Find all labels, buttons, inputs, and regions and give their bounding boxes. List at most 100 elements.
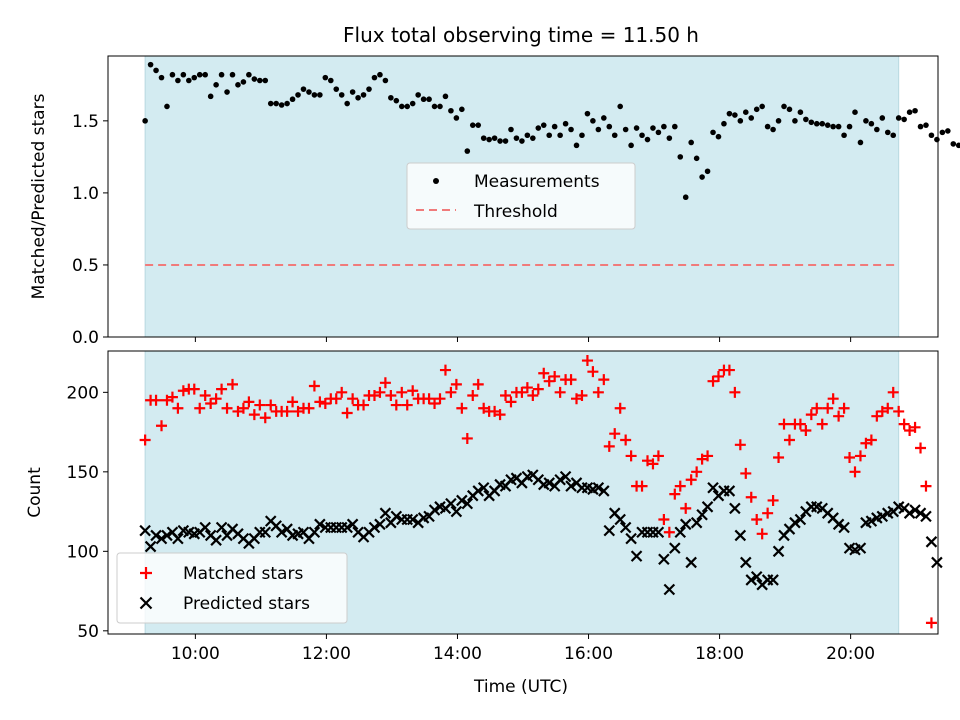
matched-star-point [794, 418, 806, 430]
measurement-point [229, 71, 236, 78]
matched-star-point [319, 397, 331, 409]
measurement-point [611, 132, 618, 139]
measurement-point [262, 77, 269, 84]
measurement-point [764, 123, 771, 130]
measurement-point [415, 92, 421, 98]
predicted-star-point [215, 521, 228, 534]
predicted-star-point [172, 532, 184, 545]
matched-star-point [390, 399, 402, 411]
measurement-point [273, 100, 279, 107]
measurement-point [251, 76, 258, 82]
predicted-star-point [658, 553, 670, 566]
measurement-point [748, 115, 755, 121]
matched-star-point [538, 367, 550, 379]
matched-star-point [740, 467, 752, 479]
predicted-star-point [155, 532, 168, 545]
measurement-point [775, 118, 782, 124]
matched-star-point [893, 405, 905, 417]
matched-star-point [330, 393, 342, 405]
measurement-point [202, 71, 208, 78]
measurement-point [721, 120, 727, 127]
measurement-point [672, 123, 678, 130]
x-tick-label: 16:00 [564, 644, 613, 664]
measurement-point [945, 128, 951, 134]
matched-star-point [527, 390, 539, 402]
measurement-point [191, 74, 198, 81]
matched-star-point [308, 380, 320, 392]
measurement-point [803, 116, 809, 123]
predicted-star-point [750, 570, 763, 583]
predicted-star-point [740, 556, 752, 569]
predicted-star-point [707, 481, 719, 494]
measurement-point [704, 168, 711, 175]
measurement-point [874, 126, 880, 133]
predicted-star-point [876, 510, 889, 523]
matched-star-point [833, 410, 845, 422]
matched-star-point [379, 377, 391, 389]
measurement-point [726, 110, 733, 117]
predicted-star-point [630, 550, 643, 562]
legend-measurement-marker [433, 178, 439, 184]
measurement-point [475, 122, 482, 128]
measurement-point [398, 103, 405, 110]
matched-star-point [434, 393, 446, 405]
matched-star-point [882, 402, 894, 414]
predicted-star-point [652, 526, 665, 539]
measurement-point [841, 132, 847, 139]
measurement-point [677, 154, 684, 160]
measurement-point [819, 120, 826, 127]
predicted-star-point [701, 501, 714, 513]
measurement-point [426, 96, 432, 103]
matched-star-point [303, 402, 315, 414]
predicted-star-point [314, 518, 326, 531]
matched-star-point [472, 378, 484, 390]
y-tick-label: 0.0 [72, 328, 99, 348]
matched-star-point [865, 434, 877, 446]
predicted-star-point [723, 485, 736, 497]
matched-star-point [909, 421, 921, 433]
predicted-star-point [341, 521, 353, 534]
predicted-star-point [144, 540, 157, 553]
matched-star-point [620, 434, 632, 446]
matched-star-point [576, 390, 588, 402]
matched-star-point [783, 434, 795, 446]
measurement-point [420, 96, 427, 103]
measurement-point [469, 122, 476, 128]
predicted-star-point [734, 529, 747, 542]
measurement-point [333, 86, 340, 92]
matched-star-point [205, 397, 217, 409]
measurement-point [879, 115, 886, 121]
measurement-point [579, 132, 585, 139]
matched-star-point [243, 396, 255, 408]
measurement-point [770, 126, 776, 133]
matched-star-point [549, 370, 561, 382]
matched-star-point [407, 385, 419, 397]
matched-star-point [707, 375, 719, 387]
measurement-point [196, 71, 203, 78]
matched-star-point [751, 514, 763, 526]
measurement-point [327, 77, 334, 84]
count-x-ticks: 10:00 12:00 14:00 16:00 18:00 20:00 [171, 634, 875, 664]
matched-star-point [778, 418, 790, 430]
matched-star-point [194, 402, 206, 414]
x-tick-label: 18:00 [695, 644, 744, 664]
measurement-point [393, 97, 400, 104]
measurement-point [524, 132, 531, 139]
legend-plus-marker [140, 567, 152, 579]
predicted-star-point [477, 481, 490, 494]
ratio-legend-box [406, 162, 636, 230]
measurement-point [759, 103, 765, 110]
matched-star-point [543, 375, 555, 387]
measurement-point [895, 115, 902, 121]
ratio-axes-frame [107, 55, 939, 338]
predicted-stars-points [139, 469, 943, 596]
matched-star-point [658, 514, 670, 526]
measurement-point [633, 125, 640, 131]
measurement-point [890, 132, 897, 139]
measurement-point [950, 141, 957, 147]
matched-star-point [554, 386, 566, 398]
matched-star-point [396, 386, 408, 398]
measurement-point [617, 103, 623, 110]
matched-star-point [210, 393, 222, 405]
matched-star-point [734, 439, 746, 451]
